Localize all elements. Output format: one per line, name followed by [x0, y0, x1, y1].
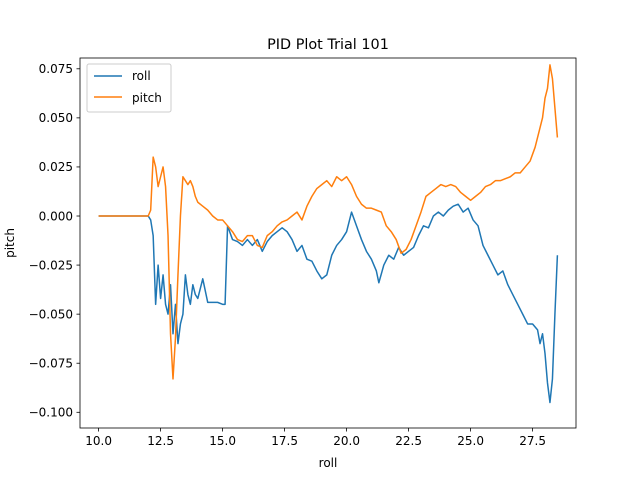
x-axis-label: roll: [319, 456, 338, 470]
y-axis-ticks: −0.100 −0.075 −0.050 −0.025 0.000 0.025 0.050 0…: [29, 62, 80, 420]
x-tick-label: 27.5: [519, 434, 546, 448]
y-tick-label: 0.050: [39, 111, 73, 125]
y-axis-label: pitch: [3, 228, 17, 258]
chart-title: PID Plot Trial 101: [267, 37, 389, 53]
series-line-roll: [98, 203, 559, 404]
x-tick-label: 12.5: [147, 434, 174, 448]
x-tick-label: 25.0: [457, 434, 484, 448]
x-tick-label: 17.5: [271, 434, 298, 448]
legend-pitch-label: pitch: [132, 91, 162, 105]
y-tick-label: 0.075: [39, 62, 73, 76]
plot-frame: [79, 57, 577, 429]
y-tick-label: −0.050: [29, 307, 73, 321]
x-tick-label: 10.0: [85, 434, 112, 448]
plot-area: [98, 64, 559, 404]
y-tick-label: −0.100: [29, 406, 73, 420]
y-tick-label: 0.000: [39, 209, 73, 223]
y-tick-label: 0.025: [39, 160, 73, 174]
x-tick-label: 22.5: [395, 434, 422, 448]
legend: roll pitch: [86, 63, 172, 113]
legend-roll-label: roll: [132, 69, 151, 83]
y-tick-label: −0.075: [29, 357, 73, 371]
x-axis-ticks: 10.0 12.5 15.0 17.5 20.0 22.5 25.0 27.5: [85, 428, 546, 448]
series-line-pitch: [98, 64, 559, 380]
x-tick-label: 20.0: [333, 434, 360, 448]
x-tick-label: 15.0: [209, 434, 236, 448]
y-tick-label: −0.025: [29, 258, 73, 272]
series-group: [98, 64, 559, 404]
